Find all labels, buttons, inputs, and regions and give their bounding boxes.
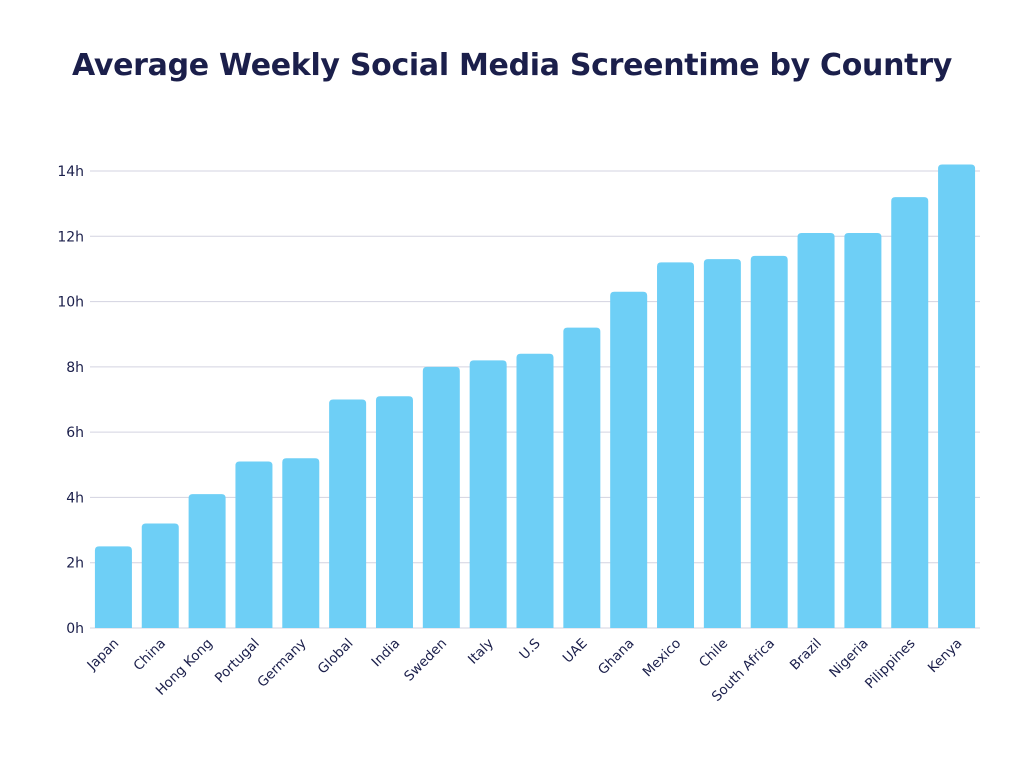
bar	[844, 233, 882, 628]
x-tick-label: Italy	[465, 636, 497, 668]
bar	[188, 494, 226, 628]
bar	[94, 546, 132, 628]
x-tick-label: Japan	[84, 636, 123, 675]
y-tick-label: 12h	[57, 229, 84, 245]
x-tick-label: Brazil	[787, 636, 825, 674]
bar	[610, 291, 648, 628]
x-tick-label: India	[369, 636, 404, 671]
x-tick-label: Chile	[696, 636, 731, 671]
x-tick-label: China	[131, 636, 170, 675]
bar	[750, 255, 788, 628]
x-tick-label: Global	[315, 636, 357, 678]
bar	[422, 366, 460, 628]
y-tick-label: 2h	[66, 556, 84, 572]
bar	[282, 458, 320, 628]
x-tick-label: Germany	[254, 636, 309, 691]
y-tick-label: 4h	[66, 490, 84, 506]
x-tick-label: Mexico	[640, 636, 685, 681]
bar	[235, 461, 273, 628]
x-tick-label: Sweden	[401, 636, 450, 685]
bar	[141, 523, 179, 628]
bar	[938, 164, 976, 628]
y-tick-label: 8h	[66, 360, 84, 376]
bar	[563, 327, 601, 628]
bar	[516, 353, 554, 628]
y-tick-label: 10h	[57, 295, 84, 311]
x-tick-label: Pilippines	[862, 636, 918, 692]
x-tick-label: U.S	[516, 636, 543, 663]
bar	[657, 262, 695, 628]
chart-title: Average Weekly Social Media Screentime b…	[72, 48, 952, 83]
x-tick-label: UAE	[560, 636, 591, 667]
y-tick-label: 14h	[57, 164, 84, 180]
bar	[891, 197, 929, 628]
x-tick-label: Ghana	[595, 636, 638, 679]
y-tick-label: 0h	[66, 621, 84, 637]
bar	[797, 233, 835, 628]
bar	[375, 396, 413, 628]
bar	[703, 259, 741, 628]
y-tick-label: 6h	[66, 425, 84, 441]
x-tick-label: Nigeria	[826, 636, 871, 681]
x-tick-label: Kenya	[925, 636, 966, 677]
bar	[329, 399, 367, 628]
bar	[469, 360, 507, 628]
